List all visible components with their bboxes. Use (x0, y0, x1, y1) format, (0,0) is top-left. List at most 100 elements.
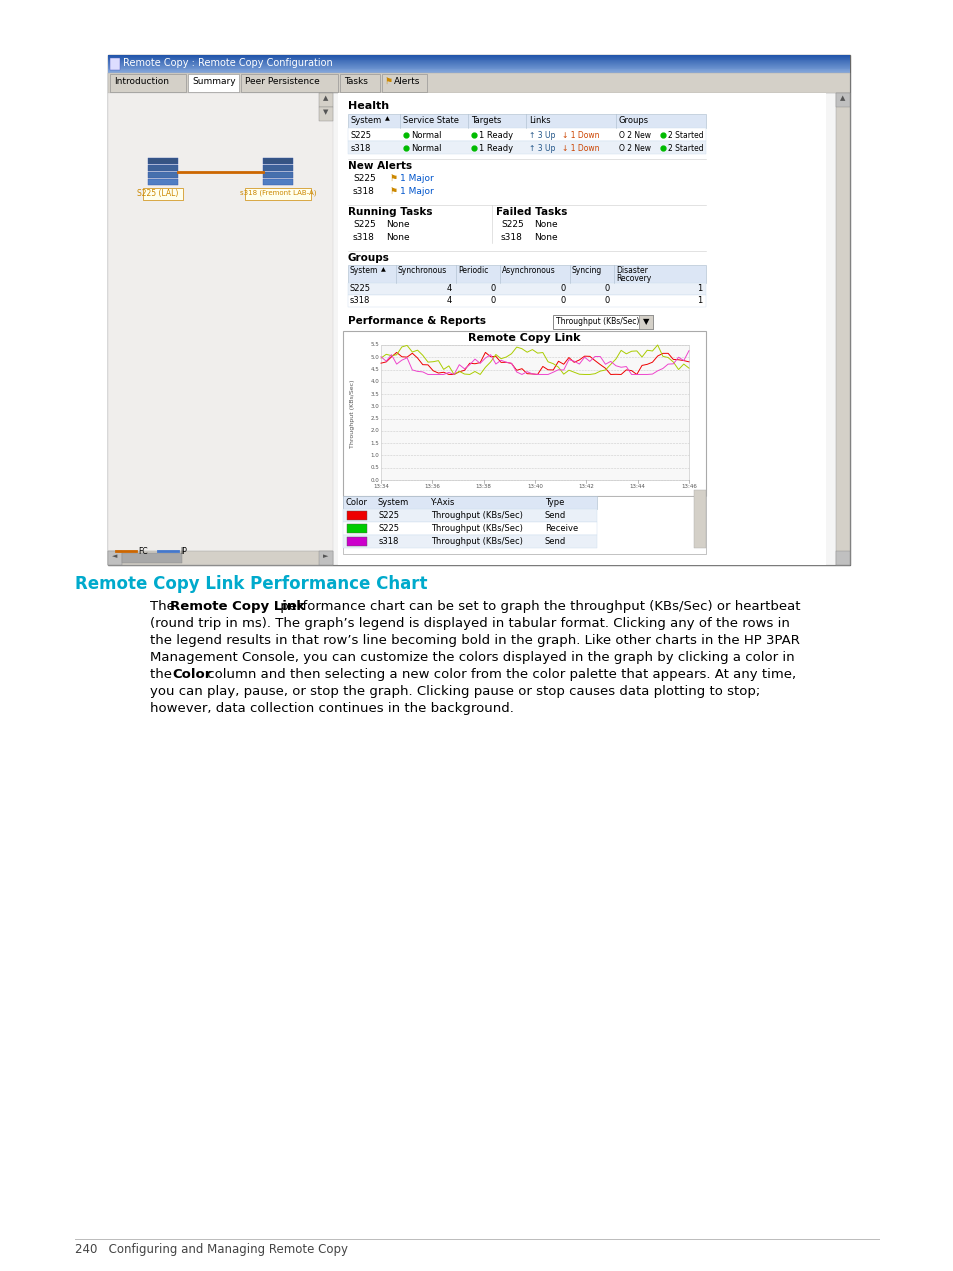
Bar (188, 74, 238, 92)
Text: (round trip in ms). The graph’s legend is displayed in tabular format. Clicking : (round trip in ms). The graph’s legend i… (150, 616, 789, 630)
Text: the: the (150, 669, 176, 681)
Bar (337, 93, 825, 566)
Text: Remote Copy Link Performance Chart: Remote Copy Link Performance Chart (75, 574, 427, 594)
Text: 0: 0 (560, 296, 565, 305)
Bar (148, 172, 178, 178)
Text: 13:44: 13:44 (629, 484, 645, 489)
Bar (343, 330, 705, 496)
Text: ▲: ▲ (323, 95, 329, 100)
Text: s318: s318 (378, 538, 399, 547)
Text: FC: FC (138, 547, 148, 555)
Text: Running Tasks: Running Tasks (348, 207, 432, 217)
Bar (245, 188, 311, 200)
Text: ↓ 1 Down: ↓ 1 Down (561, 131, 598, 140)
Text: 2.0: 2.0 (370, 428, 378, 433)
Text: Type: Type (544, 498, 564, 507)
Text: New Alerts: New Alerts (348, 161, 412, 172)
Bar (108, 55, 849, 566)
Text: Tasks: Tasks (344, 78, 368, 86)
Bar (347, 538, 367, 547)
Bar (343, 522, 597, 535)
Bar (835, 93, 849, 107)
Text: Service State: Service State (402, 116, 458, 125)
Text: Links: Links (529, 116, 550, 125)
Text: Throughput (KBs/Sec): Throughput (KBs/Sec) (431, 538, 522, 547)
Text: Color: Color (172, 669, 212, 681)
Bar (343, 496, 597, 508)
Text: Disaster: Disaster (616, 266, 647, 275)
Text: s318: s318 (350, 296, 370, 305)
Text: Normal: Normal (411, 144, 441, 153)
Text: S225: S225 (351, 131, 372, 140)
Text: IP: IP (180, 547, 187, 555)
Text: Remote Copy : Remote Copy Configuration: Remote Copy : Remote Copy Configuration (123, 58, 333, 69)
Text: S225: S225 (378, 524, 399, 533)
Text: Introduction: Introduction (113, 78, 169, 86)
Bar (110, 58, 120, 70)
Bar (348, 114, 705, 128)
Text: Peer Persistence: Peer Persistence (245, 78, 319, 86)
Bar (108, 58, 849, 60)
Text: s318: s318 (351, 144, 371, 153)
Text: None: None (386, 233, 409, 241)
Bar (348, 128, 705, 141)
Bar (348, 295, 705, 308)
Bar (835, 552, 849, 566)
Bar (343, 496, 705, 554)
Text: Failed Tasks: Failed Tasks (496, 207, 567, 217)
Bar (148, 179, 178, 186)
Text: ▲: ▲ (385, 116, 390, 121)
Bar (148, 165, 178, 172)
Text: O 2 New: O 2 New (618, 144, 650, 153)
Text: 3.0: 3.0 (370, 404, 378, 409)
Text: 1 Ready: 1 Ready (478, 131, 513, 140)
Text: ⚑: ⚑ (390, 174, 397, 183)
Bar (263, 179, 293, 186)
Text: 5.5: 5.5 (370, 342, 378, 347)
Text: 1: 1 (696, 296, 701, 305)
Text: None: None (534, 233, 558, 241)
Text: you can play, pause, or stop the graph. Clicking pause or stop causes data plott: you can play, pause, or stop the graph. … (150, 685, 760, 698)
Text: System: System (351, 116, 382, 125)
Text: Performance & Reports: Performance & Reports (348, 316, 485, 325)
Text: 1.0: 1.0 (370, 452, 378, 458)
Text: 1 Major: 1 Major (399, 174, 434, 183)
Text: The: The (150, 600, 179, 613)
Text: 1.5: 1.5 (370, 441, 378, 446)
Text: 240   Configuring and Managing Remote Copy: 240 Configuring and Managing Remote Copy (75, 1243, 348, 1256)
Text: S225: S225 (353, 220, 375, 229)
Bar (108, 552, 333, 566)
Text: 0: 0 (560, 283, 565, 294)
Bar (108, 56, 849, 57)
Text: Throughput (KBs/Sec): Throughput (KBs/Sec) (556, 316, 639, 325)
Text: performance chart can be set to graph the throughput (KBs/Sec) or heartbeat: performance chart can be set to graph th… (275, 600, 800, 613)
Bar (835, 93, 849, 566)
Bar (240, 74, 337, 92)
Text: S225 (LAL): S225 (LAL) (137, 189, 178, 198)
Bar (108, 64, 849, 65)
Text: Summary: Summary (193, 78, 235, 86)
Bar (108, 55, 849, 56)
Bar (108, 552, 122, 566)
Text: column and then selecting a new color from the color palette that appears. At an: column and then selecting a new color fr… (203, 669, 796, 681)
Bar (381, 74, 427, 92)
Text: however, data collection continues in the background.: however, data collection continues in th… (150, 702, 514, 716)
Text: 0: 0 (604, 296, 609, 305)
Bar (380, 344, 688, 480)
Bar (108, 66, 849, 69)
Bar (263, 158, 293, 164)
Bar (122, 553, 182, 563)
Bar (108, 62, 849, 64)
Text: s318 (Fremont LAB-A): s318 (Fremont LAB-A) (239, 189, 315, 196)
Text: 0: 0 (604, 283, 609, 294)
Text: System: System (377, 498, 409, 507)
Bar (108, 64, 849, 65)
Text: None: None (534, 220, 558, 229)
Text: 13:40: 13:40 (526, 484, 542, 489)
Text: Periodic: Periodic (457, 266, 488, 275)
Text: 13:46: 13:46 (680, 484, 697, 489)
Text: Synchronous: Synchronous (397, 266, 447, 275)
Text: 2.5: 2.5 (370, 416, 378, 421)
Bar (108, 93, 333, 566)
Text: Groups: Groups (618, 116, 648, 125)
